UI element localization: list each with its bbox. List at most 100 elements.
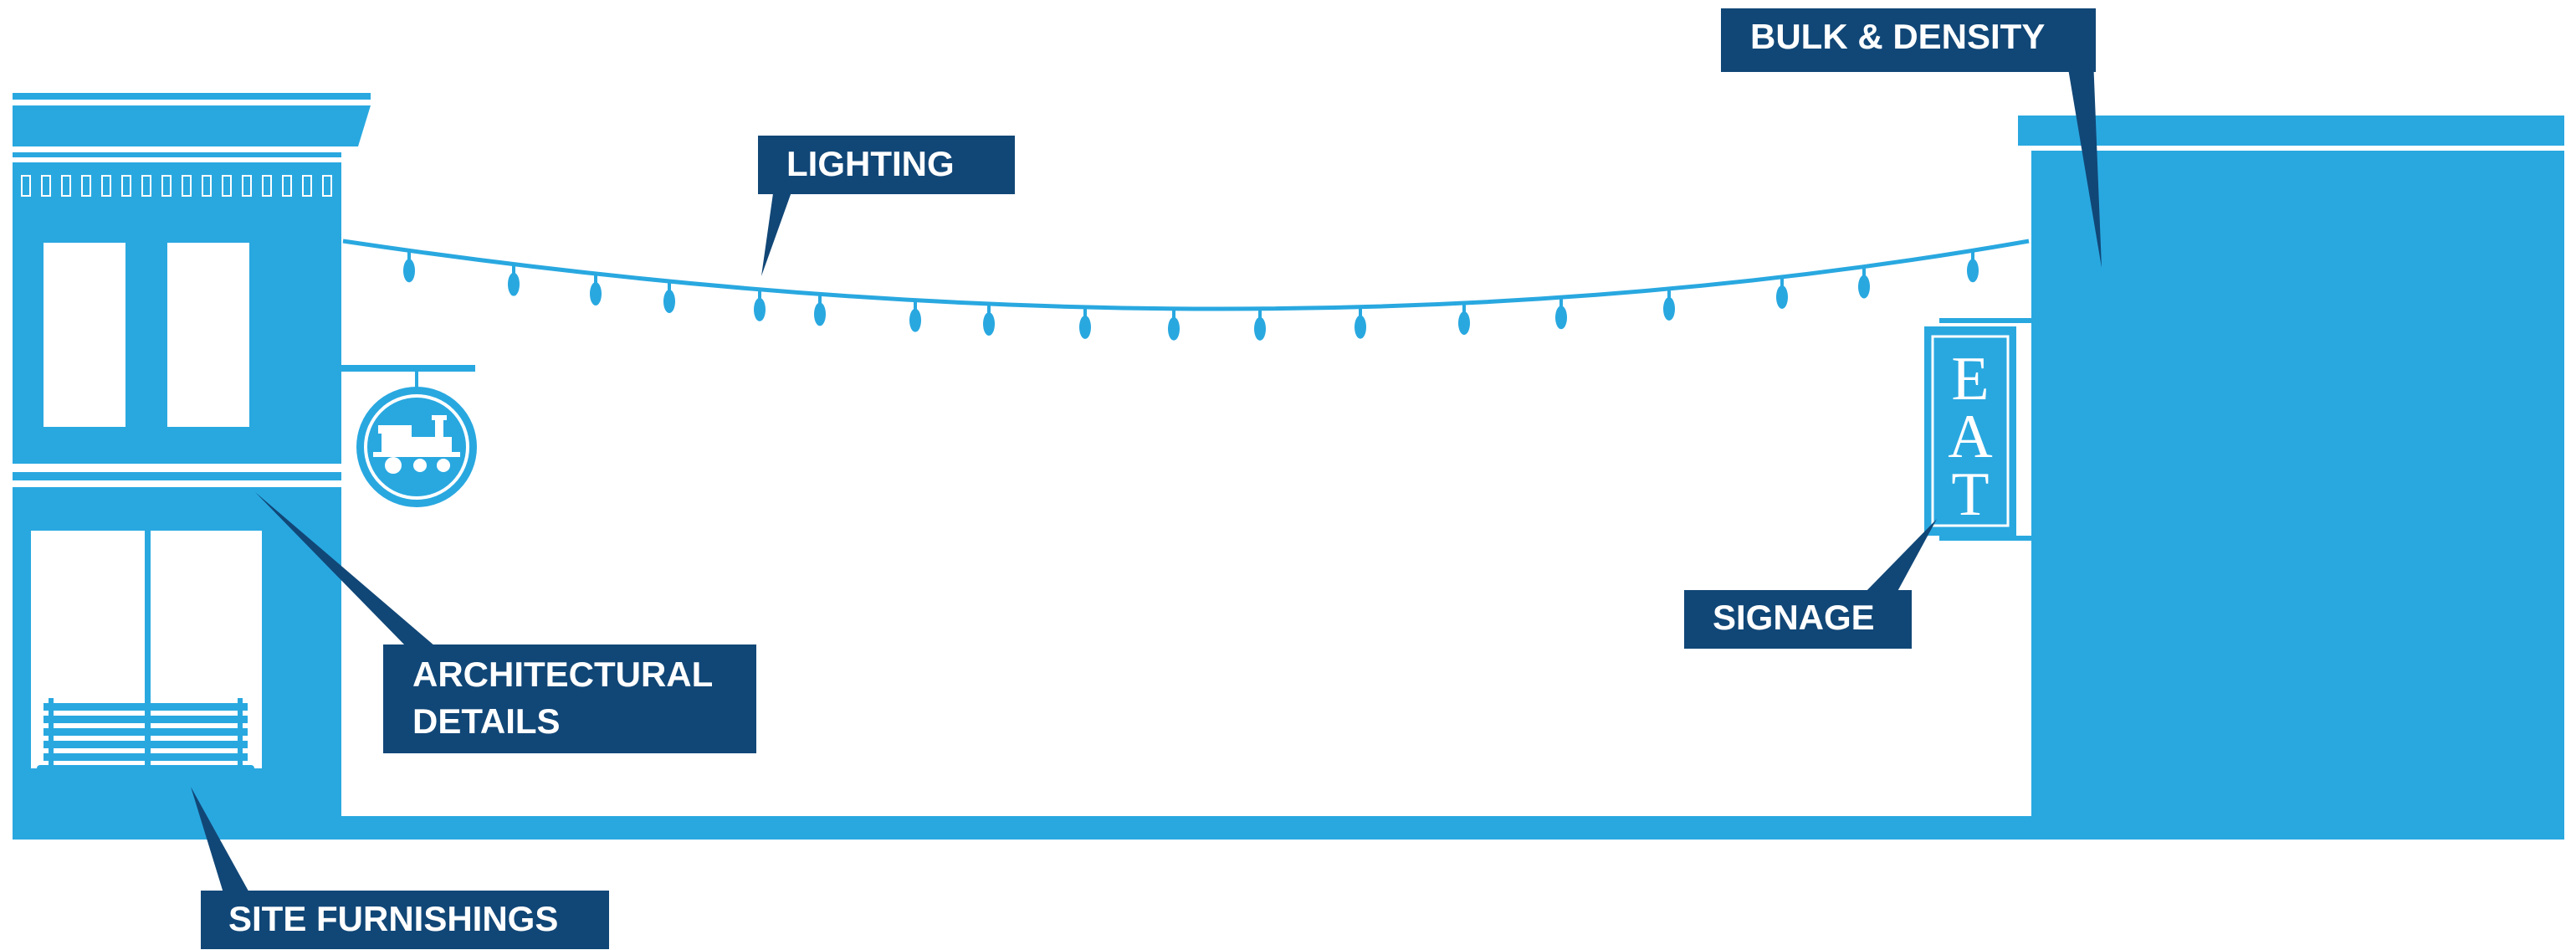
- light-bulb: [909, 301, 921, 332]
- bench-seat: [37, 765, 254, 783]
- bench-icon: [37, 698, 254, 825]
- bench-slat: [44, 728, 248, 736]
- callout-pointer: [255, 492, 435, 646]
- light-bulb: [1168, 310, 1180, 341]
- right-building-line: [2018, 146, 2564, 151]
- dentil: [121, 175, 131, 197]
- dentil: [141, 175, 151, 197]
- bench-leg: [47, 783, 52, 824]
- dentil: [161, 175, 172, 197]
- left-building: [13, 93, 371, 816]
- storefront-right-pier: [262, 531, 341, 816]
- callout-label-line2: DETAILS: [412, 701, 561, 741]
- eat-sign-bracket: [1939, 536, 2031, 541]
- light-bulb: [403, 252, 415, 283]
- dentil: [61, 175, 71, 197]
- light-bulb: [754, 290, 766, 321]
- light-bulb: [1776, 278, 1788, 309]
- callout-box: [201, 891, 609, 949]
- dentil: [242, 175, 252, 197]
- dentil: [101, 175, 111, 197]
- callout-label: SITE FURNISHINGS: [228, 899, 558, 938]
- dentil-molding: [21, 175, 332, 197]
- sign-bracket: [341, 365, 475, 372]
- string-lights: [342, 239, 2030, 341]
- bench-leg: [243, 783, 248, 824]
- light-bulb: [590, 275, 602, 306]
- dentil: [81, 175, 91, 197]
- dentil: [302, 175, 312, 197]
- light-bulb: [1967, 252, 1979, 283]
- callout-pointer: [761, 176, 797, 276]
- cornice: [13, 105, 371, 146]
- eat-letter-e: E: [1951, 345, 1989, 413]
- callout-label: SIGNAGE: [1713, 598, 1875, 637]
- light-bulb: [814, 295, 826, 326]
- dentil: [222, 175, 232, 197]
- callout-box: [758, 136, 1015, 194]
- right-building-parapet: [2018, 116, 2564, 146]
- dentil: [182, 175, 192, 197]
- cornice-cap: [13, 93, 371, 100]
- callout-signage: SIGNAGE: [1684, 519, 1937, 649]
- callout-site-furnishings: SITE FURNISHINGS: [191, 787, 609, 949]
- callout-label: LIGHTING: [786, 144, 955, 183]
- dentil: [262, 175, 272, 197]
- callout-box: [1721, 8, 2096, 72]
- bench-slat: [44, 741, 248, 748]
- eat-letter-a: A: [1948, 403, 1992, 471]
- callout-box: [383, 644, 756, 753]
- belt-course-gap: [13, 480, 341, 487]
- light-bulb: [1254, 310, 1266, 341]
- right-building: [2018, 116, 2564, 840]
- bench-back-post: [238, 698, 243, 765]
- sign-hanger: [415, 372, 418, 388]
- light-bulb: [1663, 290, 1675, 321]
- dentil: [41, 175, 51, 197]
- callout-pointer: [191, 787, 251, 896]
- callout-label: BULK & DENSITY: [1750, 17, 2045, 56]
- light-bulb: [663, 283, 675, 314]
- light-wire: [342, 239, 2030, 311]
- storefront-mullion: [145, 531, 151, 772]
- eat-sign: E A T: [1924, 318, 2031, 541]
- bench-back-post: [49, 698, 54, 765]
- light-bulb: [1079, 308, 1091, 339]
- callout-lighting: LIGHTING: [758, 136, 1015, 276]
- callout-bulk-density: BULK & DENSITY: [1721, 8, 2102, 268]
- eat-sign-border: [1931, 335, 2010, 527]
- callout-architectural-details: ARCHITECTURAL DETAILS: [255, 492, 756, 753]
- storefront-left-pier: [13, 531, 31, 816]
- callout-pointer: [2066, 59, 2102, 268]
- upper-window-right: [167, 243, 249, 427]
- light-bulb: [1355, 308, 1366, 339]
- eat-sign-panel: [1924, 326, 2016, 536]
- belt-course-band: [13, 464, 341, 472]
- bench-slat: [44, 703, 248, 711]
- bench-slat: [44, 716, 248, 723]
- dentil: [21, 175, 31, 197]
- light-bulb: [983, 306, 995, 336]
- light-bulb: [1458, 305, 1470, 336]
- cornice-line: [13, 152, 341, 157]
- light-bulb: [1858, 268, 1870, 299]
- callout-label-line1: ARCHITECTURAL: [412, 655, 713, 694]
- hanging-sign-left: [341, 365, 477, 507]
- dentil: [202, 175, 212, 197]
- callout-box: [1684, 590, 1912, 649]
- eat-letter-t: T: [1951, 460, 1989, 529]
- eat-sign-bracket: [1939, 318, 2031, 323]
- train-icon: [373, 415, 460, 474]
- right-building-mass: [2031, 151, 2564, 840]
- dentil: [282, 175, 292, 197]
- dentil: [322, 175, 332, 197]
- callout-pointer: [1862, 519, 1937, 596]
- sign-ring: [364, 394, 469, 500]
- light-bulb: [508, 265, 520, 296]
- belt-course: [13, 472, 341, 480]
- light-bulbs: [403, 252, 1979, 341]
- upper-window-left: [44, 243, 125, 427]
- light-bulb: [1555, 299, 1567, 330]
